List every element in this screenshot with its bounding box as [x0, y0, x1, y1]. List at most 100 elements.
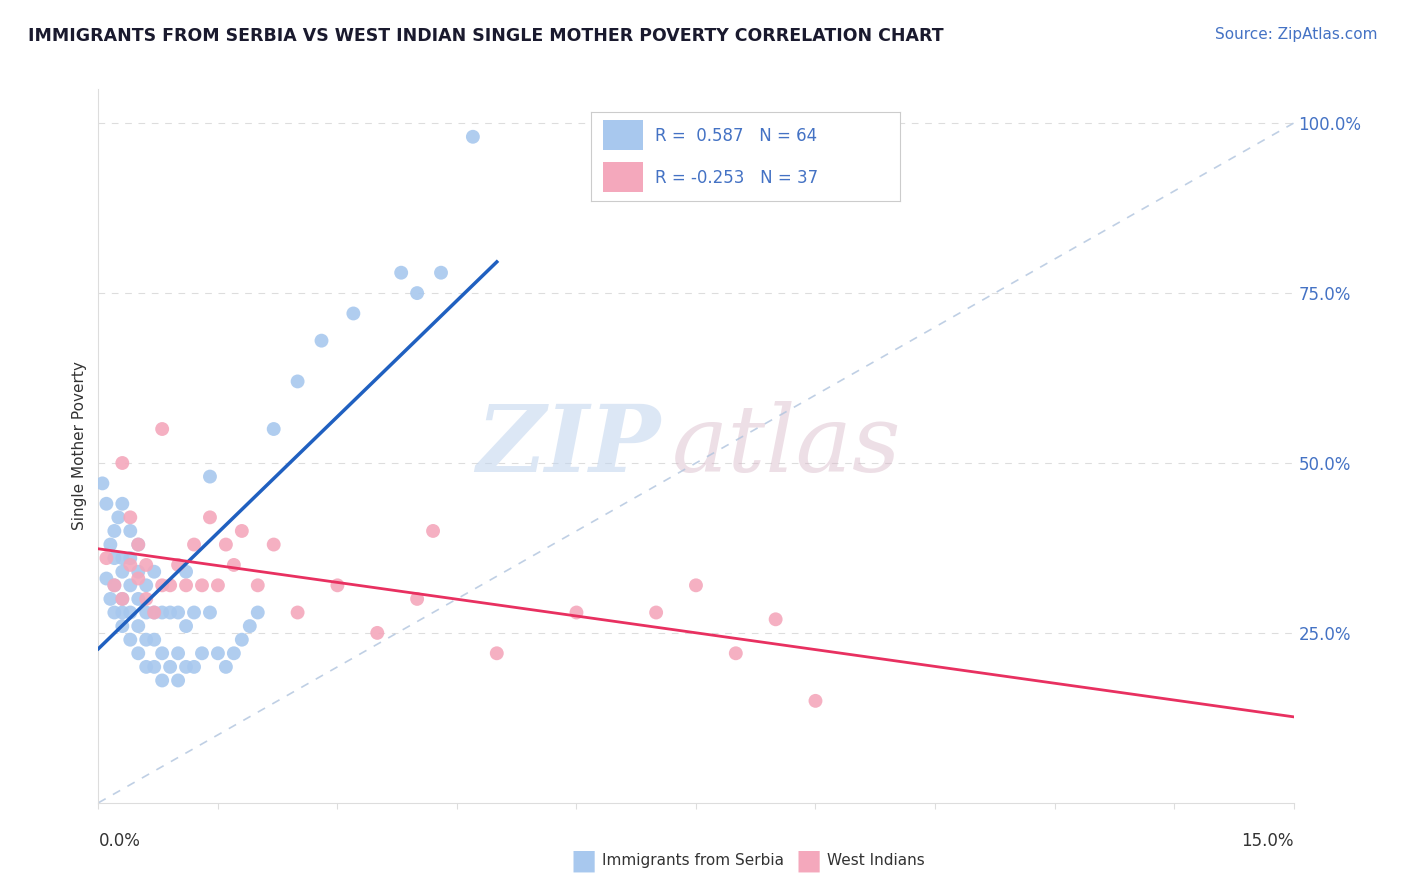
- Point: [167, 673, 190, 688]
- Point: [127, 646, 149, 660]
- Point: [485, 646, 508, 660]
- Point: [207, 646, 229, 660]
- Point: [127, 537, 149, 551]
- Point: [111, 456, 134, 470]
- Point: [645, 606, 668, 620]
- Point: [143, 632, 166, 647]
- Point: [103, 578, 125, 592]
- Point: [765, 612, 787, 626]
- Point: [111, 591, 134, 606]
- Point: [311, 334, 333, 348]
- Point: [135, 660, 157, 674]
- Point: [215, 660, 238, 674]
- Text: ZIP: ZIP: [475, 401, 661, 491]
- Point: [174, 660, 197, 674]
- Point: [120, 632, 142, 647]
- Point: [150, 422, 173, 436]
- Point: [91, 476, 114, 491]
- Point: [111, 497, 134, 511]
- Point: [150, 646, 173, 660]
- Point: [98, 591, 122, 606]
- Point: [174, 619, 197, 633]
- Point: [127, 591, 149, 606]
- Point: [174, 565, 197, 579]
- Text: Source: ZipAtlas.com: Source: ZipAtlas.com: [1215, 27, 1378, 42]
- Point: [150, 606, 173, 620]
- Point: [127, 572, 149, 586]
- Point: [326, 578, 349, 592]
- Point: [231, 524, 253, 538]
- Point: [198, 469, 221, 483]
- Point: [120, 551, 142, 566]
- Point: [724, 646, 747, 660]
- Point: [685, 578, 707, 592]
- Text: atlas: atlas: [672, 401, 901, 491]
- Point: [103, 551, 125, 566]
- Point: [191, 646, 214, 660]
- Point: [107, 510, 129, 524]
- Point: [159, 606, 181, 620]
- Point: [222, 646, 245, 660]
- Point: [150, 673, 173, 688]
- Point: [98, 537, 122, 551]
- Point: [287, 375, 309, 389]
- Point: [103, 578, 125, 592]
- Point: [406, 591, 429, 606]
- Text: IMMIGRANTS FROM SERBIA VS WEST INDIAN SINGLE MOTHER POVERTY CORRELATION CHART: IMMIGRANTS FROM SERBIA VS WEST INDIAN SI…: [28, 27, 943, 45]
- Point: [207, 578, 229, 592]
- Point: [96, 572, 118, 586]
- Point: [135, 578, 157, 592]
- Point: [127, 619, 149, 633]
- Point: [198, 510, 221, 524]
- Point: [120, 524, 142, 538]
- Point: [422, 524, 444, 538]
- Point: [96, 497, 118, 511]
- Point: [127, 537, 149, 551]
- Point: [150, 578, 173, 592]
- Text: R =  0.587   N = 64: R = 0.587 N = 64: [655, 127, 818, 145]
- Point: [183, 537, 205, 551]
- Point: [111, 606, 134, 620]
- Text: ■: ■: [571, 847, 596, 875]
- Point: [167, 558, 190, 572]
- Point: [215, 537, 238, 551]
- Point: [103, 524, 125, 538]
- Point: [111, 551, 134, 566]
- Text: 15.0%: 15.0%: [1241, 831, 1294, 849]
- Point: [231, 632, 253, 647]
- Point: [120, 510, 142, 524]
- Point: [111, 565, 134, 579]
- Text: R = -0.253   N = 37: R = -0.253 N = 37: [655, 169, 818, 186]
- Point: [430, 266, 453, 280]
- Point: [143, 660, 166, 674]
- Point: [120, 606, 142, 620]
- Point: [127, 565, 149, 579]
- Point: [167, 646, 190, 660]
- Point: [246, 606, 269, 620]
- Point: [263, 422, 285, 436]
- Point: [135, 632, 157, 647]
- Point: [174, 578, 197, 592]
- Point: [103, 606, 125, 620]
- Point: [120, 578, 142, 592]
- Point: [263, 537, 285, 551]
- Point: [159, 660, 181, 674]
- Point: [135, 606, 157, 620]
- Point: [366, 626, 388, 640]
- Point: [198, 606, 221, 620]
- Point: [143, 606, 166, 620]
- Point: [389, 266, 412, 280]
- Point: [342, 306, 364, 320]
- Text: 0.0%: 0.0%: [98, 831, 141, 849]
- Point: [183, 660, 205, 674]
- Point: [804, 694, 827, 708]
- Point: [222, 558, 245, 572]
- FancyBboxPatch shape: [603, 162, 643, 192]
- Point: [111, 591, 134, 606]
- Point: [96, 551, 118, 566]
- Point: [135, 558, 157, 572]
- Point: [461, 129, 484, 144]
- Point: [111, 619, 134, 633]
- Point: [406, 286, 429, 301]
- Text: West Indians: West Indians: [827, 854, 925, 868]
